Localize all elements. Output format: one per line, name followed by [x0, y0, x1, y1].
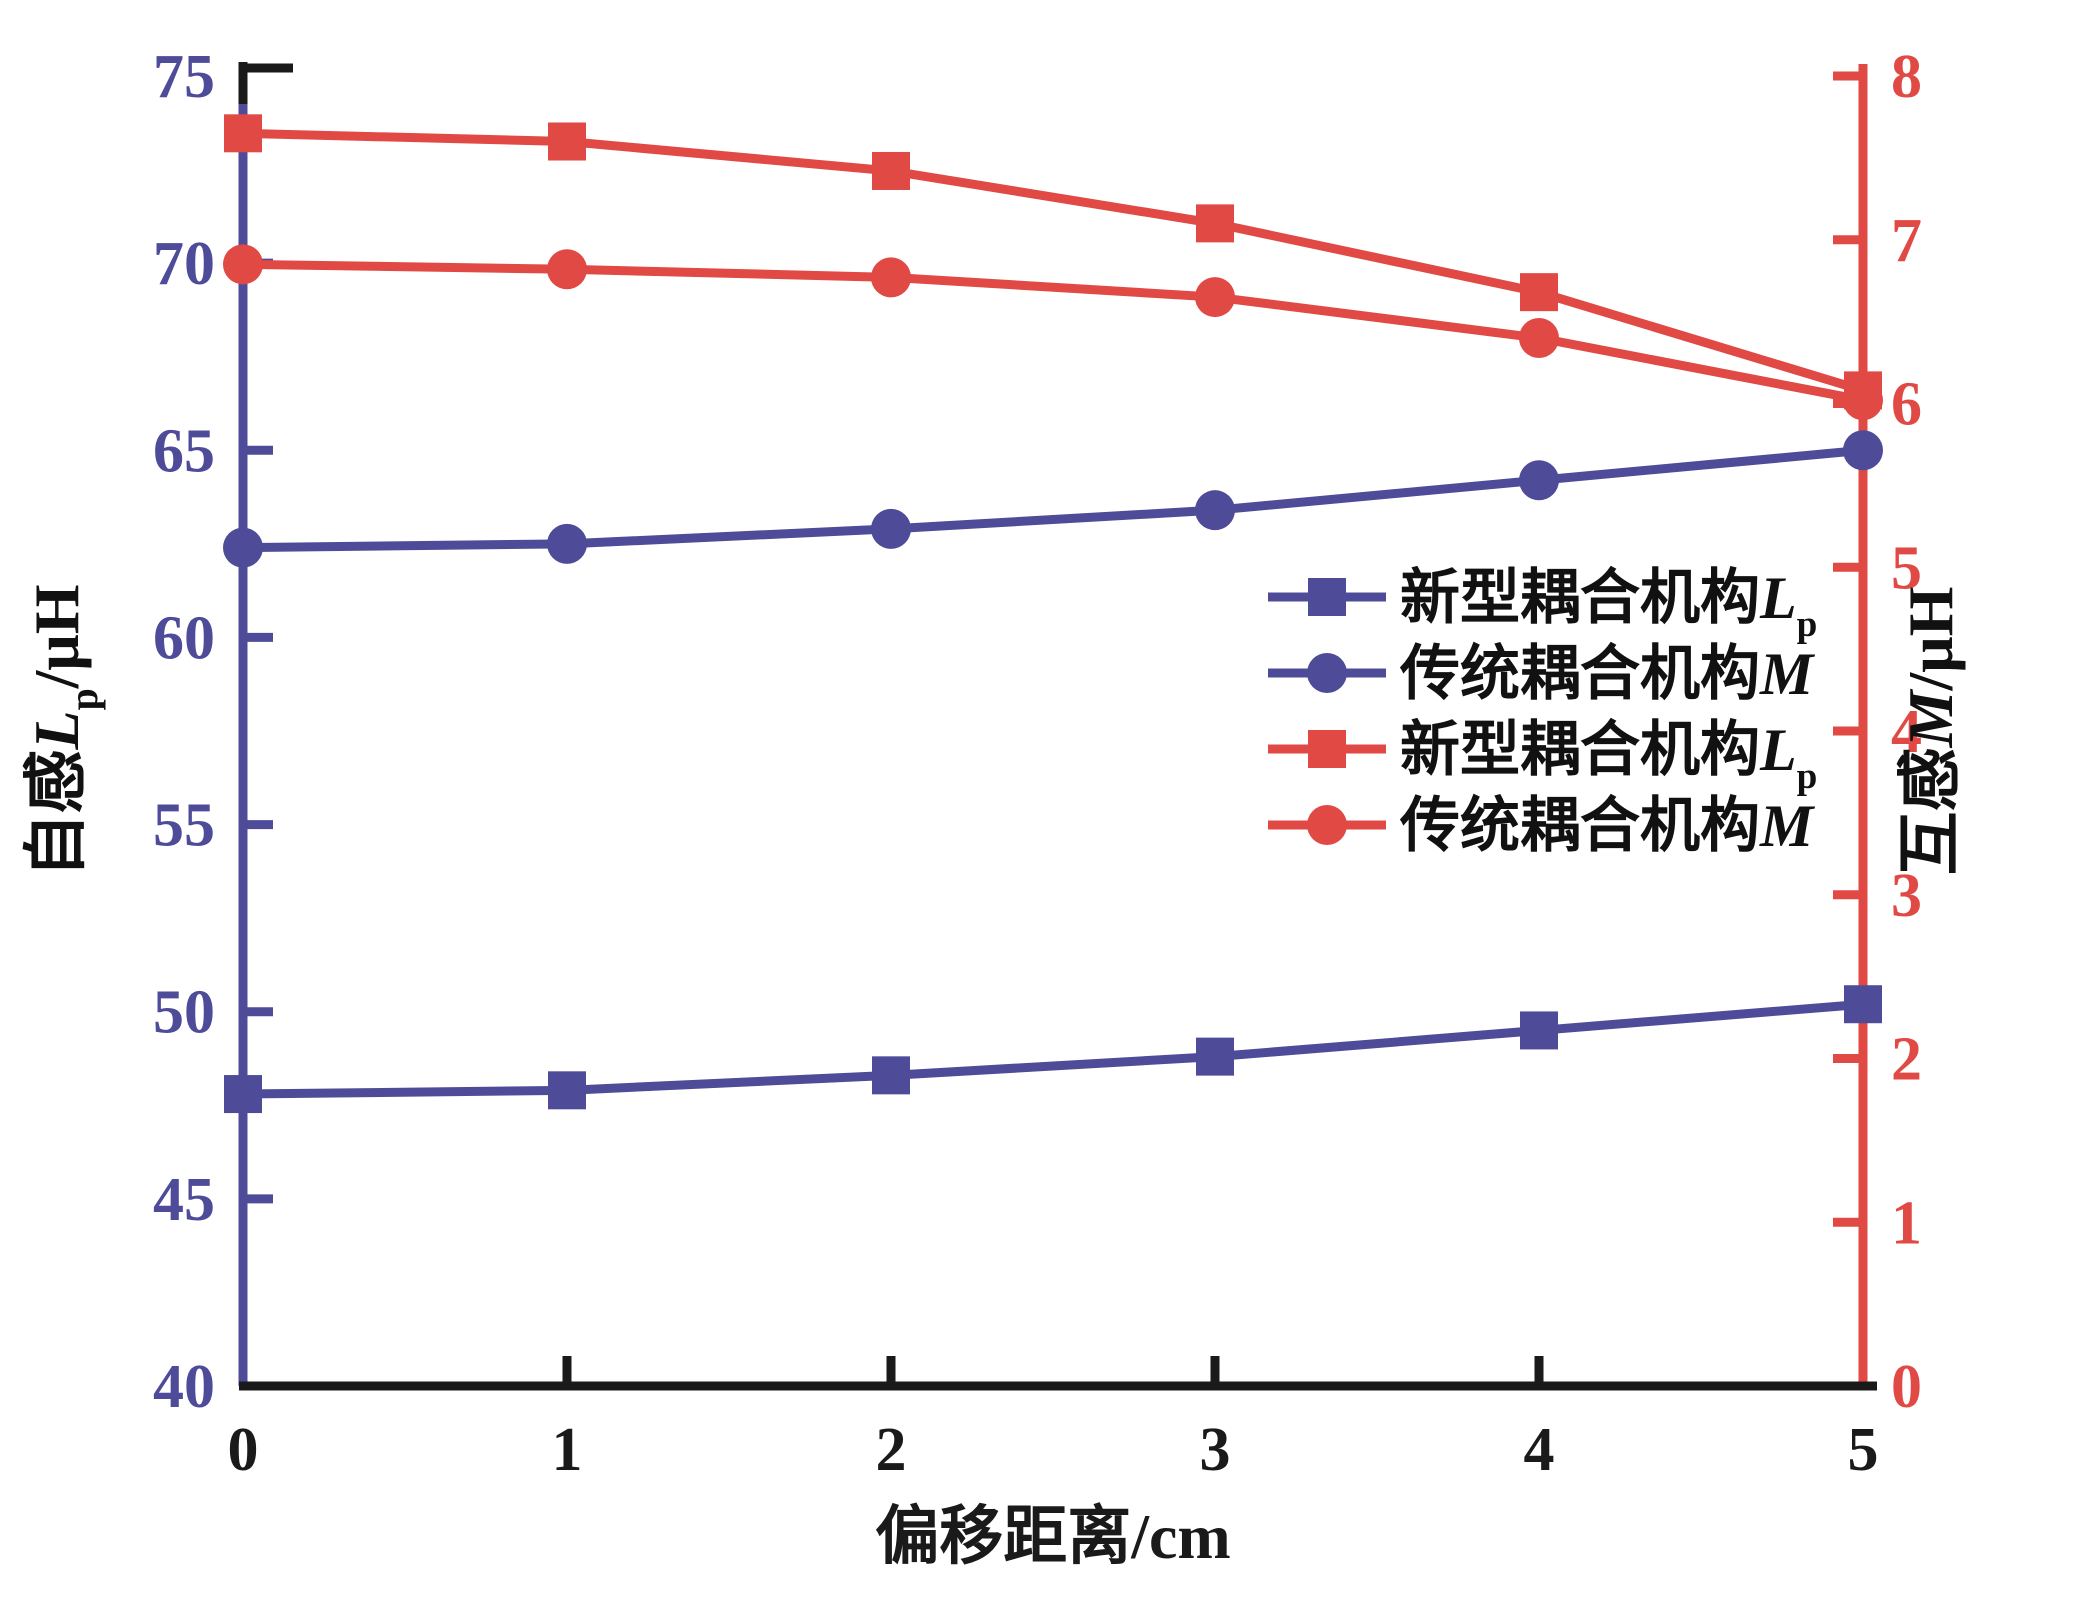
series-1-marker [1519, 460, 1559, 501]
left-axis-tick-label: 50 [153, 979, 215, 1047]
legend-item-2: 新型耦合机构Lp [1268, 717, 1817, 797]
right-axis-tick-label: 1 [1891, 1189, 1922, 1257]
legend-marker-square [1308, 730, 1346, 768]
right-axis-tick-label: 5 [1891, 534, 1922, 602]
left-axis-tick-label: 70 [153, 230, 215, 298]
left-axis-tick-label: 60 [153, 604, 215, 672]
series-3-marker [223, 244, 263, 285]
titles-layer: 偏移距离/cm 自感Lp/μH 互感M/μH [21, 584, 1966, 1572]
left-axis-tick-label: 75 [153, 43, 215, 111]
x-axis-title: 偏移距离/cm [875, 1501, 1231, 1572]
series-3-marker [1195, 277, 1235, 318]
legend-label: 新型耦合机构Lp [1400, 717, 1817, 797]
right-axis-tick-label: 4 [1891, 698, 1922, 766]
series-2-marker [548, 122, 586, 161]
series-3-marker [871, 257, 911, 298]
series-1-marker [1843, 430, 1883, 471]
legend-marker-circle [1307, 653, 1347, 693]
legend-item-3: 传统耦合机构M [1268, 793, 1816, 859]
legend-label: 传统耦合机构M [1399, 793, 1816, 859]
series-0-marker [1844, 985, 1882, 1024]
series-1-line [242, 445, 1864, 553]
right-axis-tick-label: 8 [1891, 43, 1922, 111]
right-axis-tick-label: 2 [1891, 1026, 1922, 1094]
x-axis-tick-label: 0 [228, 1416, 259, 1484]
right-axis-title: 互感M/μH [1895, 587, 1966, 876]
x-axis-tick-label: 5 [1848, 1416, 1879, 1484]
series-1-marker [1195, 490, 1235, 531]
series-2-marker [1520, 273, 1558, 312]
legend-item-1: 传统耦合机构M [1268, 641, 1816, 707]
series-0-marker [224, 1075, 262, 1114]
series-1-marker [871, 508, 911, 549]
legend-item-0: 新型耦合机构Lp [1268, 565, 1817, 645]
series-layer [223, 114, 1883, 1114]
series-3-marker [1519, 318, 1559, 358]
series-2-marker [1196, 204, 1234, 243]
x-axis-tick-label: 2 [876, 1416, 907, 1484]
left-axis-tick-label: 45 [153, 1166, 215, 1234]
x-axis-tick-label: 3 [1200, 1416, 1231, 1484]
x-axis-tick-label: 1 [552, 1416, 583, 1484]
legend-label: 新型耦合机构Lp [1400, 565, 1817, 645]
right-axis-tick-label: 6 [1891, 371, 1922, 439]
legend-marker-square [1308, 578, 1346, 616]
legend-label: 传统耦合机构M [1399, 641, 1816, 707]
series-0-marker [1520, 1011, 1558, 1050]
left-axis-tick-label: 65 [153, 417, 215, 485]
left-axis-tick-label: 55 [153, 792, 215, 860]
x-axis-tick-label: 4 [1524, 1416, 1555, 1484]
series-3-marker [547, 249, 587, 290]
left-axis-title: 自感Lp/μH [21, 584, 106, 877]
series-0-line [242, 999, 1864, 1099]
series-2-marker [872, 151, 910, 190]
series-2-marker [224, 114, 262, 153]
right-axis-tick-label: 3 [1891, 862, 1922, 930]
series-0-marker [548, 1071, 586, 1110]
legend-marker-circle [1307, 805, 1347, 845]
right-axis-tick-label: 0 [1891, 1353, 1922, 1421]
series-1-marker [223, 527, 263, 568]
series-0-marker [872, 1056, 910, 1095]
series-0-marker [1196, 1037, 1234, 1076]
series-3-marker [1843, 380, 1883, 421]
series-3-line [242, 259, 1864, 405]
series-2-line [242, 128, 1865, 395]
series-1-marker [547, 523, 587, 564]
left-axis-tick-label: 40 [153, 1353, 215, 1421]
right-axis-tick-label: 7 [1891, 207, 1922, 275]
